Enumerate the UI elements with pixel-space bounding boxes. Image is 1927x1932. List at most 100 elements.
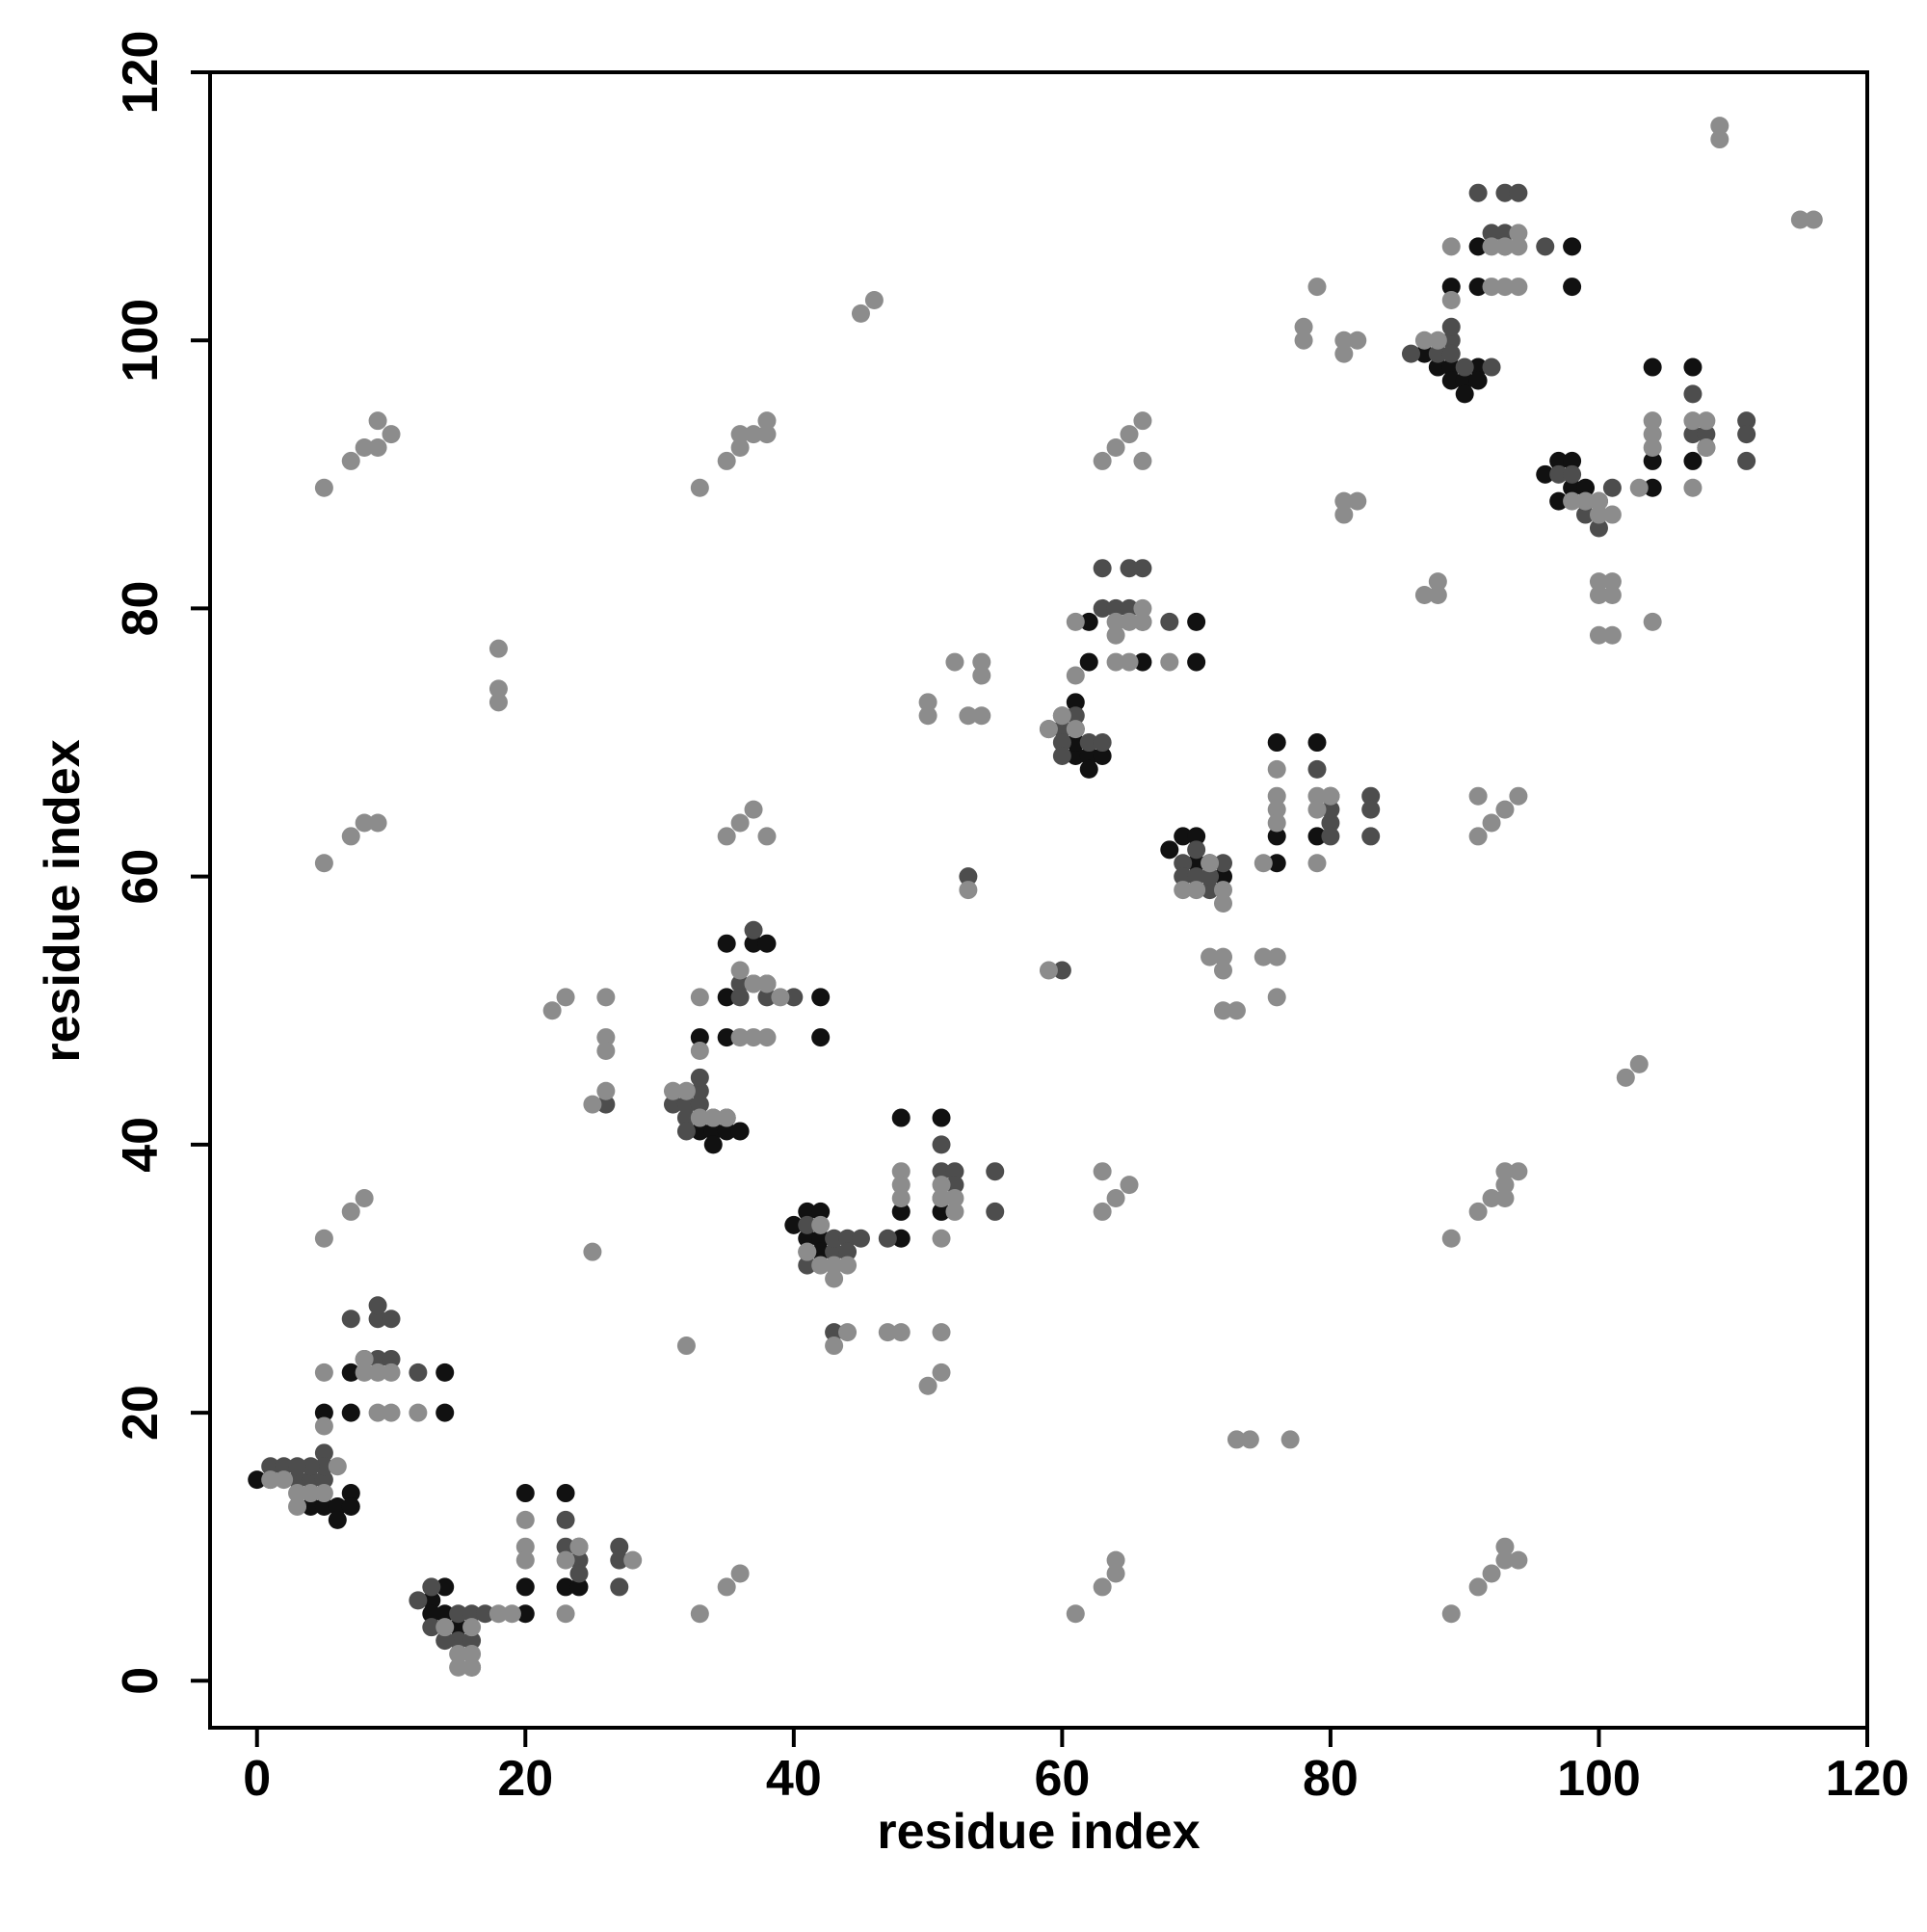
data-point bbox=[1321, 813, 1340, 833]
data-point bbox=[1602, 505, 1622, 524]
y-tick-label: 100 bbox=[113, 299, 169, 383]
data-point bbox=[1482, 224, 1501, 243]
data-point bbox=[314, 1416, 333, 1436]
data-point bbox=[825, 1337, 844, 1356]
data-point bbox=[462, 1644, 482, 1663]
data-point bbox=[382, 425, 401, 444]
data-point bbox=[355, 1363, 374, 1382]
data-point bbox=[838, 1323, 858, 1342]
data-point bbox=[1563, 464, 1582, 484]
data-point bbox=[1267, 827, 1286, 846]
data-point bbox=[1441, 237, 1461, 256]
data-point bbox=[1602, 478, 1622, 497]
data-point bbox=[1414, 586, 1434, 605]
data-point bbox=[1254, 947, 1273, 966]
data-point bbox=[744, 920, 763, 940]
data-point bbox=[1079, 746, 1098, 765]
data-point bbox=[690, 1081, 709, 1100]
data-point bbox=[288, 1484, 307, 1503]
data-point bbox=[1160, 840, 1179, 860]
data-point bbox=[368, 411, 387, 431]
data-point bbox=[1495, 1537, 1515, 1556]
data-point bbox=[811, 1242, 831, 1261]
data-point bbox=[986, 1202, 1005, 1221]
data-point bbox=[1052, 961, 1071, 980]
data-point bbox=[1267, 800, 1286, 819]
data-point bbox=[1643, 438, 1662, 458]
data-point bbox=[488, 679, 508, 699]
data-point bbox=[730, 1564, 750, 1583]
y-tick-label: 80 bbox=[113, 581, 169, 637]
data-point bbox=[515, 1550, 535, 1570]
data-point bbox=[1334, 505, 1354, 524]
data-point bbox=[1280, 1430, 1300, 1449]
data-point bbox=[1066, 706, 1085, 726]
data-point bbox=[690, 1068, 709, 1087]
data-point bbox=[811, 988, 831, 1007]
data-point bbox=[663, 1081, 682, 1100]
data-point bbox=[703, 1108, 723, 1127]
data-point bbox=[462, 1604, 482, 1624]
data-point bbox=[1441, 1604, 1461, 1624]
data-point bbox=[1174, 881, 1193, 900]
data-point bbox=[771, 988, 790, 1007]
data-point bbox=[1495, 1176, 1515, 1195]
data-point bbox=[1267, 947, 1286, 966]
data-point bbox=[1683, 478, 1703, 497]
x-tick-label: 100 bbox=[1557, 1751, 1641, 1807]
data-point bbox=[288, 1496, 307, 1516]
data-point bbox=[1589, 625, 1608, 645]
data-point bbox=[1589, 572, 1608, 592]
data-point bbox=[1629, 1054, 1649, 1073]
data-point bbox=[1066, 733, 1085, 753]
data-point bbox=[1120, 612, 1139, 631]
data-point bbox=[1482, 278, 1501, 297]
data-point bbox=[690, 1041, 709, 1060]
data-point bbox=[1616, 1068, 1635, 1087]
data-point bbox=[341, 1484, 360, 1503]
data-point bbox=[1441, 331, 1461, 350]
data-point bbox=[1710, 130, 1729, 149]
data-point bbox=[1334, 331, 1354, 350]
data-point bbox=[1441, 371, 1461, 390]
data-point bbox=[1227, 1430, 1246, 1449]
data-point bbox=[610, 1537, 629, 1556]
data-point bbox=[1267, 854, 1286, 873]
data-point bbox=[1643, 411, 1662, 431]
data-point bbox=[932, 1189, 951, 1208]
data-point bbox=[825, 1256, 844, 1275]
data-point bbox=[1348, 331, 1367, 350]
data-point bbox=[382, 1310, 401, 1329]
data-point bbox=[1187, 612, 1206, 631]
data-point bbox=[1106, 598, 1125, 618]
data-point bbox=[690, 478, 709, 497]
data-point bbox=[811, 1028, 831, 1047]
data-point bbox=[1052, 746, 1071, 765]
data-point bbox=[436, 1577, 455, 1597]
data-point bbox=[1629, 478, 1649, 497]
data-point bbox=[1468, 827, 1488, 846]
data-point bbox=[436, 1618, 455, 1637]
data-point bbox=[1187, 867, 1206, 887]
data-point bbox=[1120, 425, 1139, 444]
data-point bbox=[1468, 1577, 1488, 1597]
data-point bbox=[690, 1028, 709, 1047]
data-point bbox=[811, 1215, 831, 1234]
data-point bbox=[488, 693, 508, 712]
data-point bbox=[1120, 598, 1139, 618]
data-point bbox=[1052, 720, 1071, 739]
data-point bbox=[1697, 425, 1716, 444]
data-point bbox=[690, 1604, 709, 1624]
data-point bbox=[1307, 759, 1327, 779]
data-point bbox=[1602, 572, 1622, 592]
data-point bbox=[314, 1484, 333, 1503]
data-point bbox=[368, 1296, 387, 1315]
data-point bbox=[1093, 451, 1112, 470]
data-point bbox=[1213, 867, 1232, 887]
data-point bbox=[502, 1604, 521, 1624]
data-point bbox=[1468, 237, 1488, 256]
data-point bbox=[596, 1081, 616, 1100]
x-tick-label: 40 bbox=[766, 1751, 822, 1807]
data-point bbox=[1482, 1564, 1501, 1583]
